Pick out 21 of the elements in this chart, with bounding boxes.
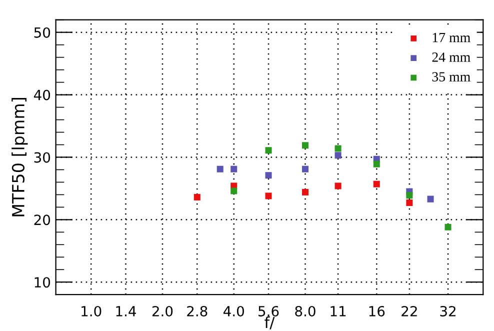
y-tick-label: 40	[34, 90, 50, 100]
x-tick-label: 22	[402, 306, 417, 316]
y-tick-label: 20	[34, 214, 50, 226]
x-tick-label: 5.6	[258, 306, 279, 316]
x-tick-label: 4.0	[224, 306, 244, 316]
x-tick-label: 2.8	[187, 306, 208, 316]
x-tick-label: 1.4	[116, 306, 136, 316]
x-tick-label: 1.0	[82, 306, 102, 316]
legend-label: 24 mm	[432, 52, 470, 62]
y-tick-label: 10	[34, 277, 50, 288]
x-tick-label: 2.0	[152, 306, 173, 316]
legend-label: 17 mm	[432, 32, 470, 42]
y-tick-label: 50	[34, 27, 50, 38]
y-tick-label: 30	[34, 152, 50, 163]
y-axis-title: MTF50 [lpmm]	[12, 98, 28, 216]
x-tick-label: 11	[330, 306, 346, 316]
x-axis-title: f/	[264, 316, 275, 330]
x-tick-label: 16	[369, 306, 385, 316]
legend-label: 35 mm	[432, 72, 470, 82]
x-tick-label: 32	[440, 306, 456, 316]
x-tick-label: 8.0	[295, 306, 316, 316]
